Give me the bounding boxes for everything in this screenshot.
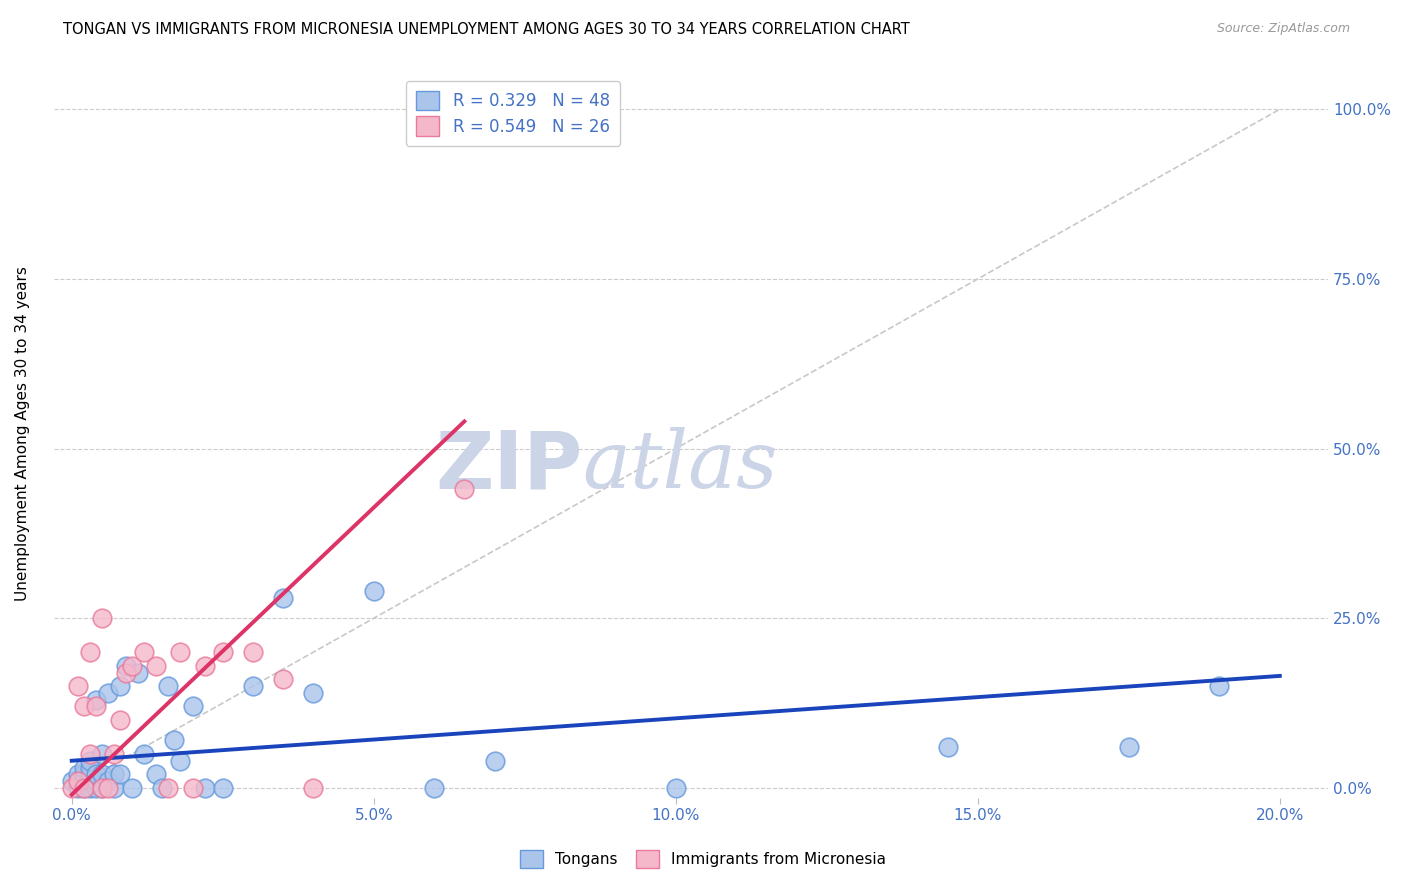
Point xyxy=(79,767,101,781)
Point xyxy=(84,767,107,781)
Point xyxy=(73,780,96,795)
Point xyxy=(194,780,217,795)
Point xyxy=(73,767,96,781)
Point xyxy=(134,645,156,659)
Point xyxy=(181,780,204,795)
Point xyxy=(60,774,83,789)
Point xyxy=(157,679,180,693)
Point xyxy=(169,754,191,768)
Point xyxy=(66,774,89,789)
Point xyxy=(103,780,125,795)
Point xyxy=(73,780,96,795)
Point xyxy=(108,767,131,781)
Point xyxy=(271,673,294,687)
Point xyxy=(97,686,120,700)
Point xyxy=(115,658,138,673)
Point xyxy=(194,658,217,673)
Legend: Tongans, Immigrants from Micronesia: Tongans, Immigrants from Micronesia xyxy=(513,844,893,873)
Text: ZIP: ZIP xyxy=(436,427,582,505)
Point xyxy=(79,774,101,789)
Point xyxy=(115,665,138,680)
Point xyxy=(90,767,112,781)
Point xyxy=(127,665,149,680)
Point xyxy=(103,747,125,761)
Point xyxy=(79,754,101,768)
Point xyxy=(84,780,107,795)
Point xyxy=(108,679,131,693)
Point xyxy=(79,747,101,761)
Point xyxy=(936,740,959,755)
Point xyxy=(90,611,112,625)
Point xyxy=(73,699,96,714)
Point xyxy=(484,754,506,768)
Point xyxy=(66,780,89,795)
Text: TONGAN VS IMMIGRANTS FROM MICRONESIA UNEMPLOYMENT AMONG AGES 30 TO 34 YEARS CORR: TONGAN VS IMMIGRANTS FROM MICRONESIA UNE… xyxy=(63,22,910,37)
Point xyxy=(97,774,120,789)
Point xyxy=(84,774,107,789)
Point xyxy=(73,774,96,789)
Point xyxy=(121,658,143,673)
Point xyxy=(79,780,101,795)
Point xyxy=(163,733,186,747)
Point xyxy=(108,713,131,727)
Point xyxy=(363,584,385,599)
Point xyxy=(271,591,294,605)
Y-axis label: Unemployment Among Ages 30 to 34 years: Unemployment Among Ages 30 to 34 years xyxy=(15,266,30,600)
Point xyxy=(665,780,688,795)
Point xyxy=(66,774,89,789)
Point xyxy=(84,699,107,714)
Point xyxy=(1118,740,1140,755)
Point xyxy=(150,780,173,795)
Point xyxy=(66,767,89,781)
Point xyxy=(90,780,112,795)
Point xyxy=(121,780,143,795)
Point xyxy=(242,645,264,659)
Point xyxy=(169,645,191,659)
Point xyxy=(84,692,107,706)
Point xyxy=(79,645,101,659)
Text: Source: ZipAtlas.com: Source: ZipAtlas.com xyxy=(1216,22,1350,36)
Point xyxy=(90,780,112,795)
Point xyxy=(134,747,156,761)
Point xyxy=(79,760,101,774)
Legend: R = 0.329   N = 48, R = 0.549   N = 26: R = 0.329 N = 48, R = 0.549 N = 26 xyxy=(406,80,620,145)
Point xyxy=(90,747,112,761)
Point xyxy=(73,760,96,774)
Point xyxy=(157,780,180,795)
Point xyxy=(181,699,204,714)
Point xyxy=(302,780,325,795)
Point xyxy=(423,780,446,795)
Point xyxy=(453,483,475,497)
Point xyxy=(145,767,167,781)
Point xyxy=(242,679,264,693)
Point xyxy=(60,780,83,795)
Point xyxy=(302,686,325,700)
Point xyxy=(97,780,120,795)
Point xyxy=(211,780,233,795)
Point xyxy=(66,679,89,693)
Point xyxy=(211,645,233,659)
Point xyxy=(1208,679,1230,693)
Text: atlas: atlas xyxy=(582,427,778,505)
Point xyxy=(145,658,167,673)
Point xyxy=(103,767,125,781)
